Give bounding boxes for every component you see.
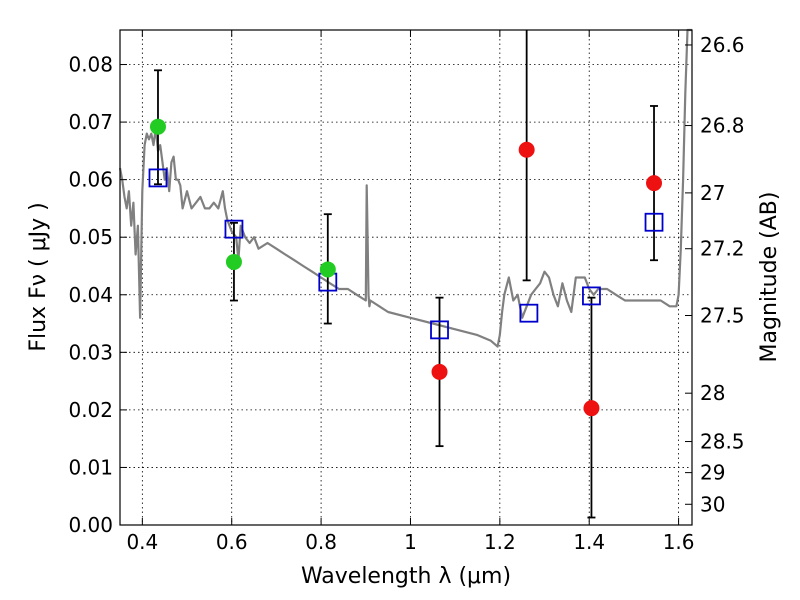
x-tick-label: 1.2 — [484, 530, 516, 554]
x-tick-label: 1 — [404, 530, 417, 554]
x-tick-label: 1.4 — [573, 530, 605, 554]
non-detections-marker — [583, 400, 600, 417]
detections-marker — [149, 118, 166, 135]
y-tick-label: 0.03 — [68, 340, 113, 364]
y-tick-label: 0.07 — [68, 110, 113, 134]
model-square-marker — [582, 286, 601, 306]
non-detections-marker — [646, 175, 663, 192]
mag-tick-label: 28 — [700, 381, 725, 405]
y-tick-label: 0.00 — [68, 513, 113, 537]
x-tick-label: 1.6 — [663, 530, 695, 554]
plot-frame — [119, 29, 693, 526]
spectrum-layer — [118, 28, 692, 348]
error-bars — [153, 30, 659, 519]
x-axis-label: Wavelength λ (μm) — [301, 564, 511, 589]
x-tick-label: 0.8 — [305, 530, 337, 554]
non-detections-marker — [431, 363, 448, 380]
model-square-marker — [224, 219, 244, 239]
model-square-marker — [430, 320, 449, 340]
detections-marker — [225, 253, 242, 270]
mag-tick-label: 30 — [700, 492, 725, 516]
mag-tick-label: 26.6 — [700, 33, 745, 57]
grid-lines — [120, 30, 692, 526]
y-tick-label: 0.06 — [68, 168, 113, 192]
y-axis-label: Flux Fν ( μJy ) — [26, 202, 51, 351]
mag-tick-label: 27.2 — [700, 237, 745, 261]
y-tick-label: 0.08 — [68, 53, 113, 77]
detections-marker — [319, 261, 336, 278]
spectrum-line — [118, 28, 692, 348]
mag-tick-label: 29 — [700, 461, 725, 485]
axis-ticks: 0.4 0.6 0.8 1 1.2 1.4 1.6 0.00 0.01 0.02 0.03 0.04 0… — [68, 30, 745, 554]
mag-tick-label: 27 — [700, 181, 725, 205]
model-square-marker — [148, 168, 168, 188]
x-tick-label: 0.6 — [216, 530, 248, 554]
y-tick-label: 0.01 — [68, 455, 113, 479]
mag-tick-label: 26.8 — [700, 114, 745, 138]
y-tick-label: 0.04 — [68, 283, 113, 307]
mag-tick-label: 28.5 — [700, 430, 745, 454]
model-square-marker — [519, 303, 539, 323]
y2-axis-label: Magnitude (AB) — [757, 192, 782, 363]
y-tick-label: 0.02 — [68, 398, 113, 422]
non-detections-marker — [518, 141, 535, 158]
y-tick-label: 0.05 — [68, 225, 113, 249]
x-tick-label: 0.4 — [126, 530, 158, 554]
model-square-marker — [644, 212, 664, 232]
data-marks — [148, 118, 664, 417]
mag-tick-label: 27.5 — [700, 303, 745, 327]
